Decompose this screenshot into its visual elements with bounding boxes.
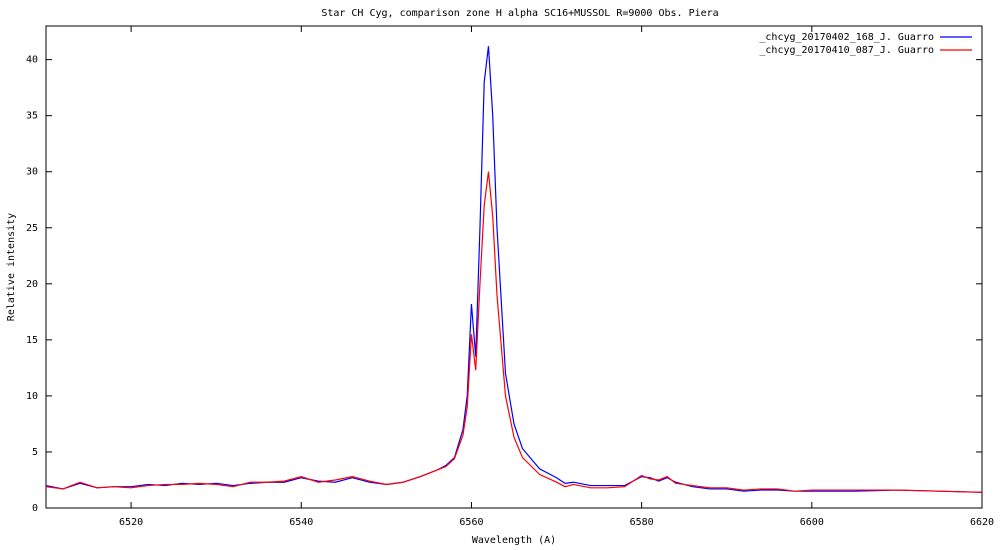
x-axis-label: Wavelength (A)	[472, 535, 556, 546]
y-tick-label: 20	[26, 279, 38, 290]
x-tick-label: 6520	[119, 517, 143, 528]
data-line	[45, 171, 983, 493]
legend-label: _chcyg_20170410_087_J. Guarro	[759, 45, 934, 56]
data-line	[45, 46, 983, 493]
y-tick-label: 35	[26, 111, 38, 122]
y-tick-label: 25	[26, 223, 38, 234]
x-tick-label: 6580	[630, 517, 654, 528]
y-tick-label: 15	[26, 335, 38, 346]
y-tick-label: 10	[26, 391, 38, 402]
legend-label: _chcyg_20170402_168_J. Guarro	[759, 32, 934, 43]
x-tick-label: 6540	[289, 517, 313, 528]
x-tick-label: 6620	[970, 517, 994, 528]
plot-frame	[45, 25, 983, 509]
y-tick-label: 40	[26, 55, 38, 66]
x-tick-label: 6560	[459, 517, 483, 528]
chart-title: Star CH Cyg, comparison zone H alpha SC1…	[321, 8, 718, 19]
y-axis-label: Relative intensity	[6, 213, 17, 321]
y-tick-label: 30	[26, 167, 38, 178]
y-tick-label: 5	[32, 447, 38, 458]
y-tick-label: 0	[32, 503, 38, 514]
x-tick-label: 6600	[800, 517, 824, 528]
